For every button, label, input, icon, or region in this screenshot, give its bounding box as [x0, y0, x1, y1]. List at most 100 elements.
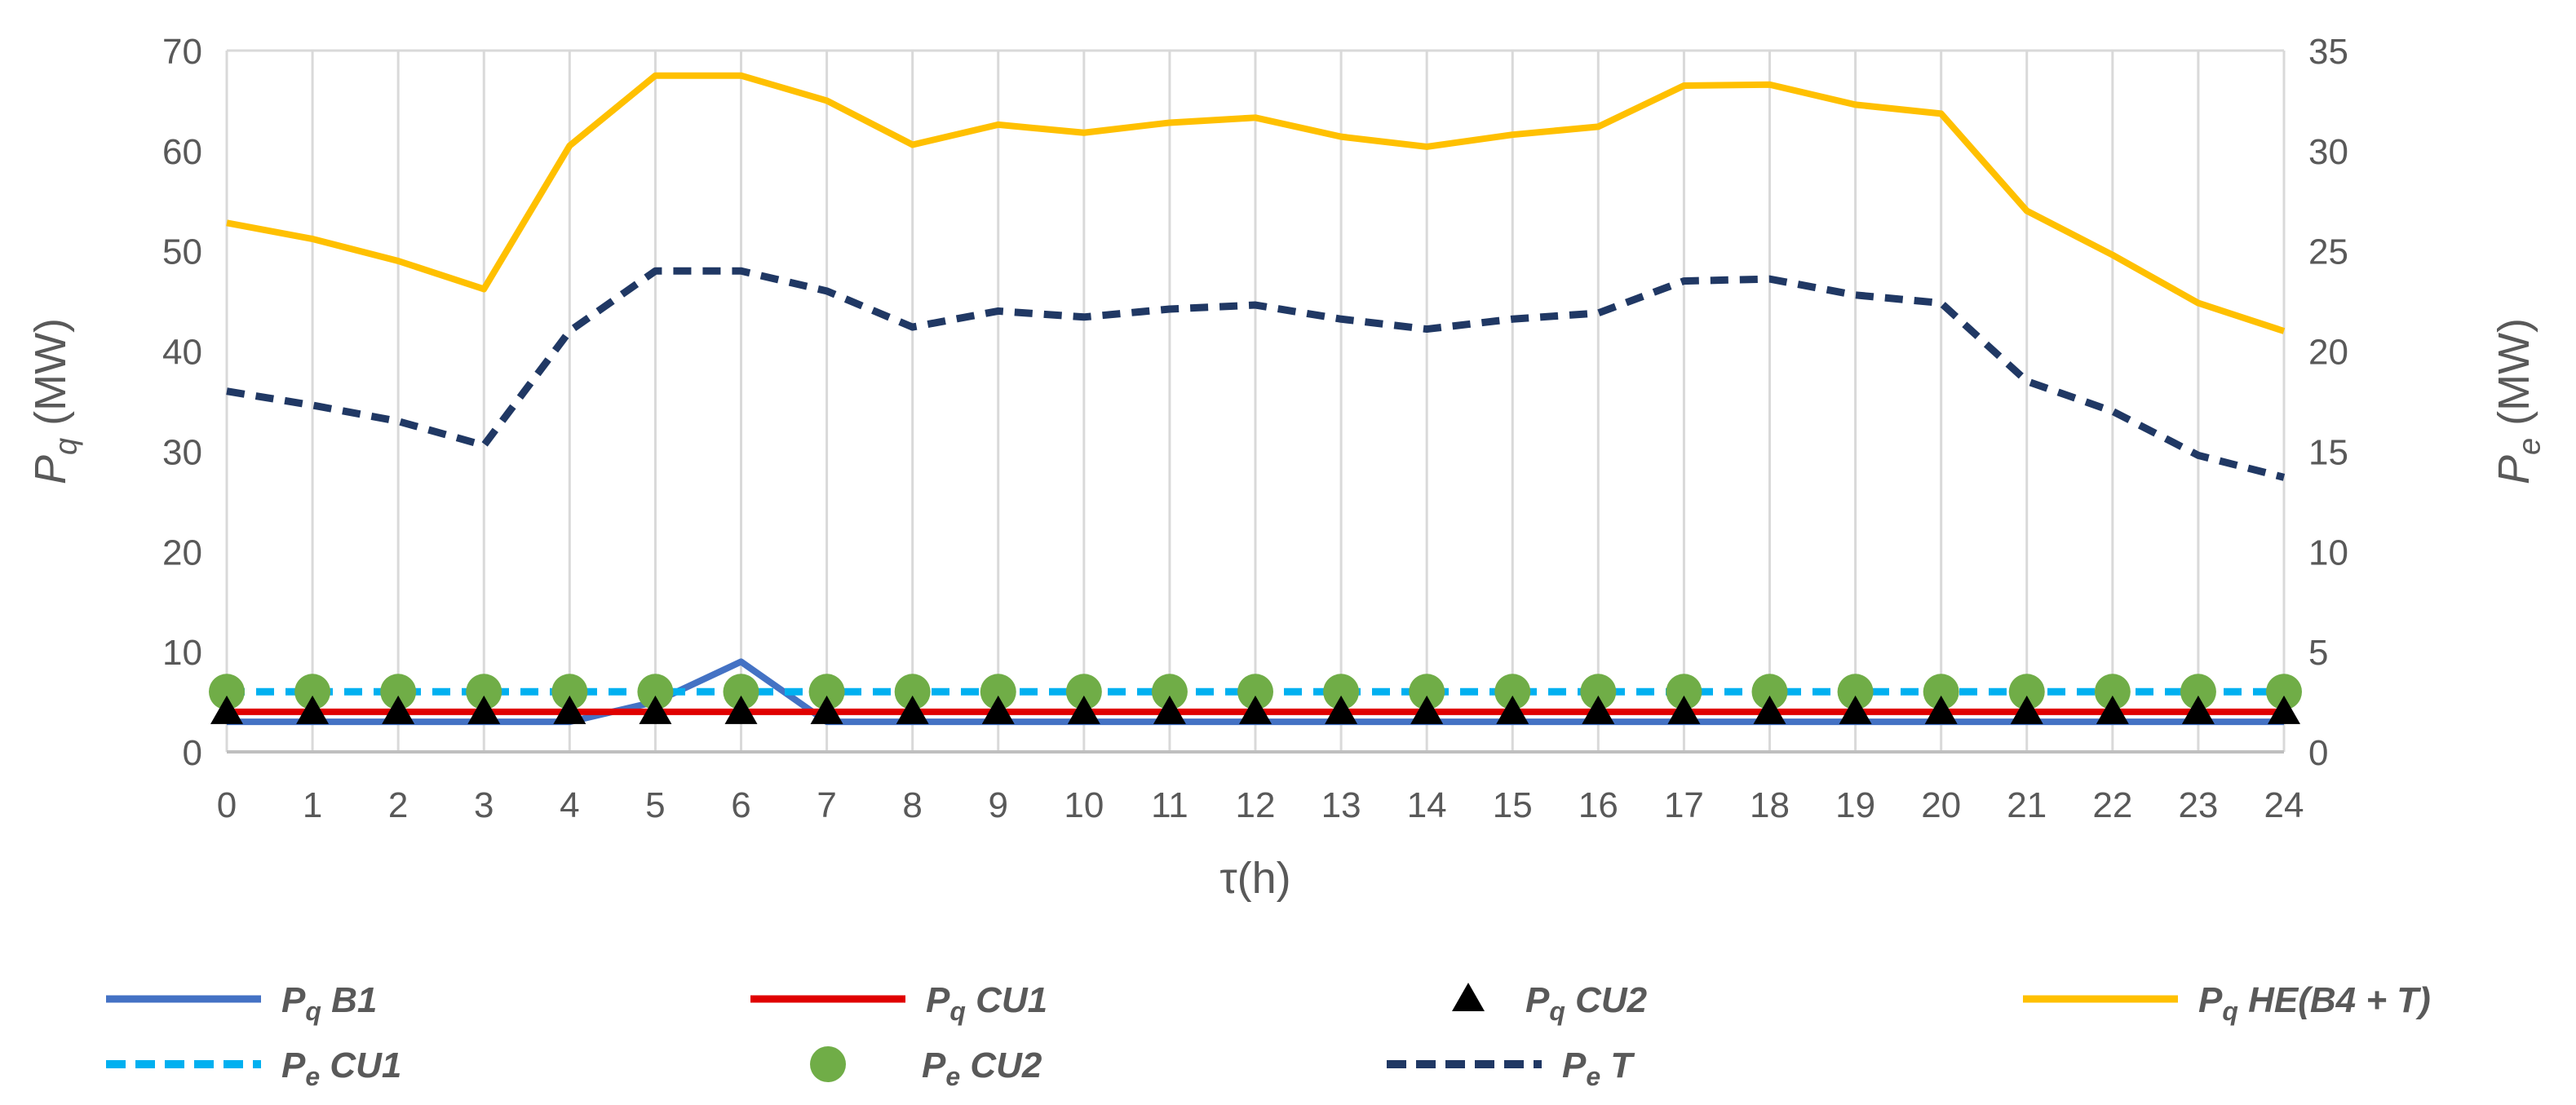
x-tick-label: 21: [2007, 785, 2047, 825]
x-tick-label: 13: [1321, 785, 1361, 825]
legend-item-pq-b1: Pq B1: [106, 980, 377, 1026]
data-point-pe-cu2: [2266, 674, 2302, 710]
x-tick-label: 23: [2178, 785, 2218, 825]
data-point-pe-cu2: [466, 674, 502, 710]
x-tick-label: 2: [388, 785, 408, 825]
data-point-pe-cu2: [980, 674, 1016, 710]
y-right-tick-label: 25: [2308, 232, 2348, 272]
data-point-pq-cu2: [296, 695, 330, 724]
y-right-tick-label: 0: [2308, 733, 2328, 773]
data-point-pq-cu2: [1924, 695, 1958, 724]
x-tick-label: 10: [1064, 785, 1104, 825]
y-right-tick-label: 20: [2308, 333, 2348, 373]
data-point-pe-cu2: [1923, 674, 1959, 710]
data-point-pq-cu2: [1839, 695, 1872, 724]
data-point-pe-cu2: [551, 674, 588, 710]
x-tick-label: 6: [731, 785, 750, 825]
data-point-pe-cu2: [294, 674, 331, 710]
data-point-pe-cu2: [894, 674, 931, 710]
y-left-tick-label: 10: [162, 633, 202, 673]
legend-item-pe-t: Pe T: [1387, 1045, 1635, 1091]
data-point-pe-cu2: [637, 674, 674, 710]
legend-swatch: [810, 1046, 846, 1082]
x-tick-label: 15: [1493, 785, 1533, 825]
y-left-tick-label: 20: [162, 533, 202, 572]
x-tick-label: 7: [817, 785, 836, 825]
x-axis-title: τ(h): [1219, 854, 1290, 903]
y-left-tick-label: 50: [162, 232, 202, 272]
data-point-pq-cu2: [210, 695, 243, 724]
series-pq-cu2: [210, 695, 2300, 724]
data-point-pe-cu2: [723, 674, 759, 710]
data-point-pq-cu2: [724, 695, 758, 724]
x-tick-label: 0: [217, 785, 237, 825]
x-tick-label: 5: [645, 785, 665, 825]
axes: 0 1 2 3 4 5 6 7 8 9 10 11 12 13 14 15 16 17 18 19 20 21 22 23 24…: [26, 32, 2547, 903]
data-point-pe-cu2: [1837, 674, 1874, 710]
y-left-tick-label: 30: [162, 432, 202, 472]
data-point-pq-cu2: [1582, 695, 1615, 724]
data-point-pq-cu2: [981, 695, 1015, 724]
data-point-pq-cu2: [1239, 695, 1272, 724]
x-tick-label: 18: [1750, 785, 1790, 825]
y-left-tick-label: 40: [162, 333, 202, 373]
x-tick-label: 22: [2092, 785, 2132, 825]
data-point-pq-cu2: [467, 695, 501, 724]
legend-item-pq-he-b4-t: Pq HE(B4 + T): [2023, 980, 2431, 1026]
data-point-pq-cu2: [1153, 695, 1186, 724]
x-tick-label: 11: [1151, 785, 1188, 825]
y-right-tick-label: 10: [2308, 533, 2348, 572]
legend-item-pe-cu1: Pe CU1: [106, 1045, 401, 1091]
grid: [225, 49, 2286, 752]
data-point-pe-cu2: [1323, 674, 1360, 710]
x-tick-label: 4: [560, 785, 579, 825]
x-tick-label: 3: [474, 785, 494, 825]
y-right-tick-label: 5: [2308, 633, 2328, 673]
series-pq-he-b4-t: [226, 72, 2286, 334]
y-right-axis-title: Pe (MW): [2490, 318, 2547, 484]
data-point-pe-cu2: [1666, 674, 1702, 710]
data-point-pe-cu2: [1751, 674, 1788, 710]
legend-label: Pq HE(B4 + T): [2198, 980, 2431, 1026]
data-point-pe-cu2: [209, 674, 245, 710]
data-point-pe-cu2: [1409, 674, 1445, 710]
x-tick-label: 19: [1835, 785, 1875, 825]
x-tick-label: 14: [1407, 785, 1447, 825]
data-point-pq-cu2: [1067, 695, 1100, 724]
series-line-pq-he-b4-t: [226, 72, 2286, 334]
data-point-pe-cu2: [1237, 674, 1273, 710]
data-point-pq-cu2: [2181, 695, 2215, 724]
series: [209, 72, 2302, 726]
data-point-pq-cu2: [1496, 695, 1529, 724]
data-point-pq-cu2: [896, 695, 929, 724]
legend-label: Pq B1: [281, 980, 377, 1026]
x-tick-label: 17: [1664, 785, 1704, 825]
legend-label: Pq CU2: [1525, 980, 1648, 1026]
x-tick-label: 24: [2264, 785, 2304, 825]
y-right-tick-label: 15: [2308, 432, 2348, 472]
data-point-pe-cu2: [2094, 674, 2131, 710]
x-tick-label: 16: [1578, 785, 1618, 825]
data-point-pq-cu2: [1325, 695, 1358, 724]
data-point-pq-cu2: [2010, 695, 2043, 724]
x-tick-label: 8: [902, 785, 922, 825]
legend-label: Pe CU1: [281, 1045, 401, 1091]
data-point-pe-cu2: [2008, 674, 2045, 710]
legend-label: Pq CU1: [926, 980, 1047, 1026]
legend-swatch: [1452, 983, 1485, 1011]
data-point-pq-cu2: [639, 695, 672, 724]
y-left-tick-label: 60: [162, 132, 202, 172]
data-point-pq-cu2: [810, 695, 843, 724]
data-point-pe-cu2: [1580, 674, 1617, 710]
series-pe-t: [226, 267, 2286, 481]
data-point-pq-cu2: [2096, 695, 2129, 724]
data-point-pq-cu2: [553, 695, 586, 724]
legend-label: Pe CU2: [922, 1045, 1042, 1091]
y-left-axis-title: Pq (MW): [26, 318, 83, 484]
data-point-pq-cu2: [1753, 695, 1786, 724]
data-point-pe-cu2: [1151, 674, 1188, 710]
data-point-pq-cu2: [1667, 695, 1701, 724]
x-tick-label: 1: [303, 785, 322, 825]
x-tick-label: 20: [1921, 785, 1961, 825]
